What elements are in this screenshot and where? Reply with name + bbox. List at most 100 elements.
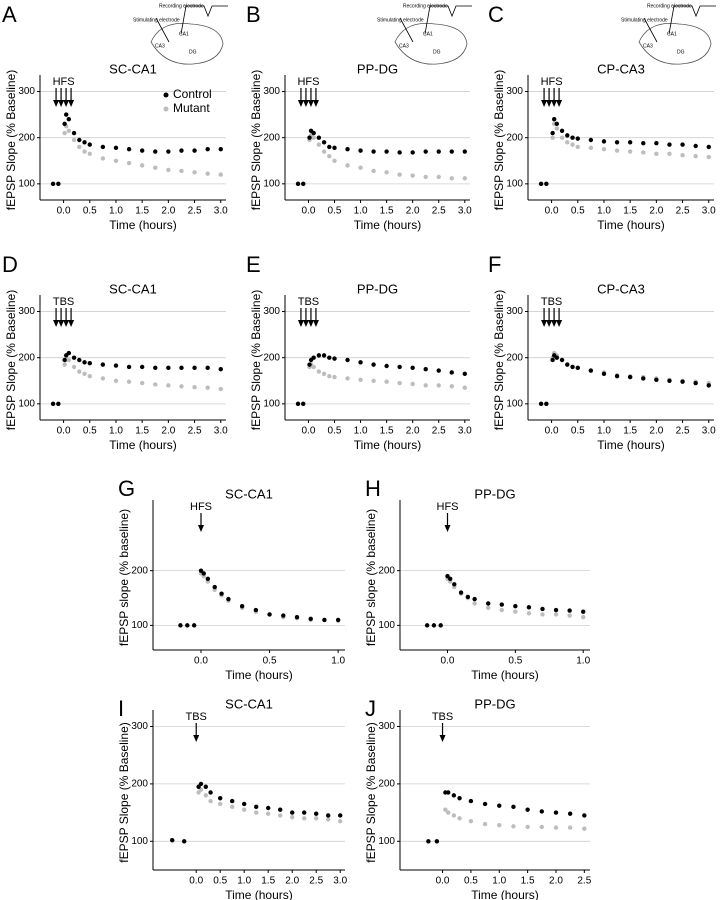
y-tick-label: 100 [506, 398, 523, 409]
data-point [554, 121, 560, 127]
x-tick-label: 0.5 [213, 876, 227, 887]
stim-label: TBS [298, 296, 319, 308]
stim-label: HFS [541, 76, 563, 88]
data-point [62, 357, 67, 363]
x-tick-label: 1.5 [380, 206, 394, 217]
data-point [71, 364, 77, 370]
data-point [316, 135, 322, 140]
data-point [654, 141, 659, 146]
stim-label: TBS [53, 296, 74, 308]
chart-title: PP-DG [357, 281, 398, 296]
data-point [497, 803, 502, 808]
legend-label: Mutant [173, 101, 210, 115]
data-point [327, 373, 332, 379]
data-point [345, 357, 350, 363]
data-point [332, 158, 337, 163]
stim-label: HFS [190, 501, 212, 513]
data-point [198, 781, 204, 787]
data-point [266, 811, 271, 816]
data-point [667, 142, 672, 147]
data-point [226, 596, 231, 602]
data-point [66, 128, 72, 133]
stim-arrowhead [551, 100, 558, 107]
data-point [219, 591, 224, 596]
x-tick-label: 3.0 [702, 426, 716, 437]
data-point [601, 371, 607, 377]
chart-title: SC-CA1 [225, 486, 273, 501]
data-point [332, 145, 337, 151]
stim-arrowhead [297, 320, 304, 327]
data-point [332, 356, 337, 361]
data-point [203, 793, 208, 798]
x-tick-label: 2.5 [309, 876, 323, 887]
data-point [307, 362, 312, 367]
x-tick-label: 2.0 [549, 876, 563, 887]
data-point [192, 365, 197, 371]
inset-label: Recording electrode [647, 3, 692, 9]
data-point [254, 810, 259, 815]
data-point [307, 135, 312, 140]
y-axis-label: fEPSP Slope (% Baseline) [249, 290, 263, 431]
data-point [77, 357, 82, 363]
y-tick-label: 100 [263, 398, 280, 409]
data-point [126, 379, 132, 384]
y-axis-label: fEPSP Slope (% Baseline) [117, 722, 131, 863]
data-point [384, 170, 389, 175]
data-point [627, 140, 633, 145]
data-point [179, 148, 184, 153]
data-point [434, 839, 440, 844]
y-tick-label: 100 [378, 836, 395, 847]
y-tick-label: 200 [378, 779, 395, 790]
data-point [314, 816, 319, 821]
x-tick-label: 0.5 [571, 206, 585, 217]
data-point [582, 813, 587, 818]
panel: A Recording electrode Stimulating electrod… [2, 2, 228, 232]
data-point [87, 361, 92, 366]
y-tick-label: 300 [506, 86, 523, 97]
data-point [311, 364, 316, 370]
data-point [553, 825, 559, 830]
data-point [201, 571, 206, 576]
data-point [205, 171, 210, 176]
x-tick-label: 2.5 [432, 206, 446, 217]
data-point [278, 813, 283, 818]
data-point [153, 382, 158, 387]
data-point [191, 623, 197, 628]
x-tick-label: 2.0 [161, 426, 175, 437]
x-tick-label: 0.5 [328, 206, 342, 217]
panel: I SC-CA1 100 200 300 0.0 0.5 1.0 1.5 2.0 2.5 3.0 Tim… [117, 696, 347, 900]
data-point [50, 181, 56, 187]
data-point [290, 814, 295, 820]
data-point [472, 596, 477, 602]
data-point [56, 181, 61, 187]
data-point [205, 576, 211, 582]
data-point [153, 149, 158, 154]
x-tick-label: 2.5 [188, 206, 202, 217]
data-point [431, 623, 437, 628]
data-point [281, 613, 286, 618]
data-point [539, 824, 544, 830]
data-point [472, 601, 477, 606]
data-point [499, 607, 504, 613]
y-tick-label: 300 [506, 306, 523, 317]
data-point [179, 365, 184, 371]
data-point [465, 594, 471, 600]
data-point [436, 174, 441, 180]
y-axis-label: fEPSP slope (% baseline) [364, 509, 378, 646]
stim-arrowhead [53, 100, 60, 107]
data-point [311, 355, 316, 360]
data-point [570, 142, 575, 147]
stim-label: TBS [541, 296, 562, 308]
panel: J PP-DG 100 200 300 0.0 0.5 1.0 1.5 2.0 2.5 Time (h… [364, 696, 592, 900]
chart-title: SC-CA1 [225, 696, 273, 711]
inset-label: DG [677, 49, 685, 55]
data-point [449, 370, 454, 375]
x-tick-label: 1.5 [380, 426, 394, 437]
data-point [544, 401, 549, 407]
inset-label: Stimulating electrode [377, 17, 424, 23]
data-point [218, 801, 223, 807]
data-point [446, 810, 451, 815]
y-tick-label: 100 [18, 398, 35, 409]
panel: C Recording electrode Stimulating electrod… [488, 2, 716, 232]
x-axis-label: Time (hours) [471, 668, 539, 682]
